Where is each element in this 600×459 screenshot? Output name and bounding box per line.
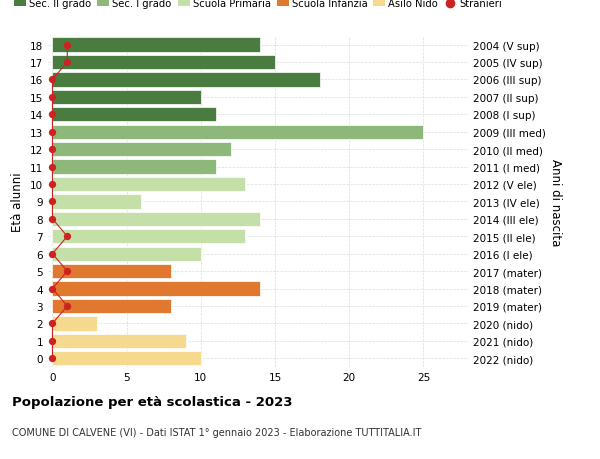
Bar: [52, 299, 171, 313]
Bar: [52, 247, 201, 261]
Y-axis label: Anni di nascita: Anni di nascita: [550, 158, 562, 246]
Point: [47, 129, 57, 136]
Point: [62, 268, 72, 275]
Bar: [52, 125, 424, 140]
Text: Popolazione per età scolastica - 2023: Popolazione per età scolastica - 2023: [12, 395, 293, 408]
Bar: [52, 143, 230, 157]
Y-axis label: Età alunni: Età alunni: [11, 172, 25, 232]
Text: COMUNE DI CALVENE (VI) - Dati ISTAT 1° gennaio 2023 - Elaborazione TUTTITALIA.IT: COMUNE DI CALVENE (VI) - Dati ISTAT 1° g…: [12, 427, 421, 437]
Point: [47, 181, 57, 188]
Point: [62, 59, 72, 67]
Legend: Sec. II grado, Sec. I grado, Scuola Primaria, Scuola Infanzia, Asilo Nido, Stran: Sec. II grado, Sec. I grado, Scuola Prim…: [10, 0, 506, 13]
Bar: [52, 264, 171, 279]
Point: [47, 77, 57, 84]
Point: [47, 285, 57, 292]
Point: [47, 112, 57, 119]
Bar: [52, 160, 216, 174]
Point: [47, 94, 57, 101]
Bar: [52, 178, 245, 192]
Bar: [52, 317, 97, 331]
Bar: [52, 230, 245, 244]
Point: [47, 198, 57, 206]
Bar: [52, 38, 260, 52]
Point: [47, 163, 57, 171]
Point: [47, 146, 57, 153]
Bar: [52, 195, 142, 209]
Point: [47, 251, 57, 258]
Bar: [52, 108, 216, 122]
Bar: [52, 73, 320, 87]
Point: [47, 337, 57, 345]
Point: [47, 216, 57, 223]
Point: [62, 302, 72, 310]
Bar: [52, 56, 275, 70]
Bar: [52, 90, 201, 105]
Bar: [52, 352, 201, 366]
Bar: [52, 282, 260, 296]
Point: [62, 42, 72, 49]
Point: [62, 233, 72, 241]
Bar: [52, 212, 260, 226]
Point: [47, 320, 57, 327]
Bar: [52, 334, 186, 348]
Point: [47, 355, 57, 362]
